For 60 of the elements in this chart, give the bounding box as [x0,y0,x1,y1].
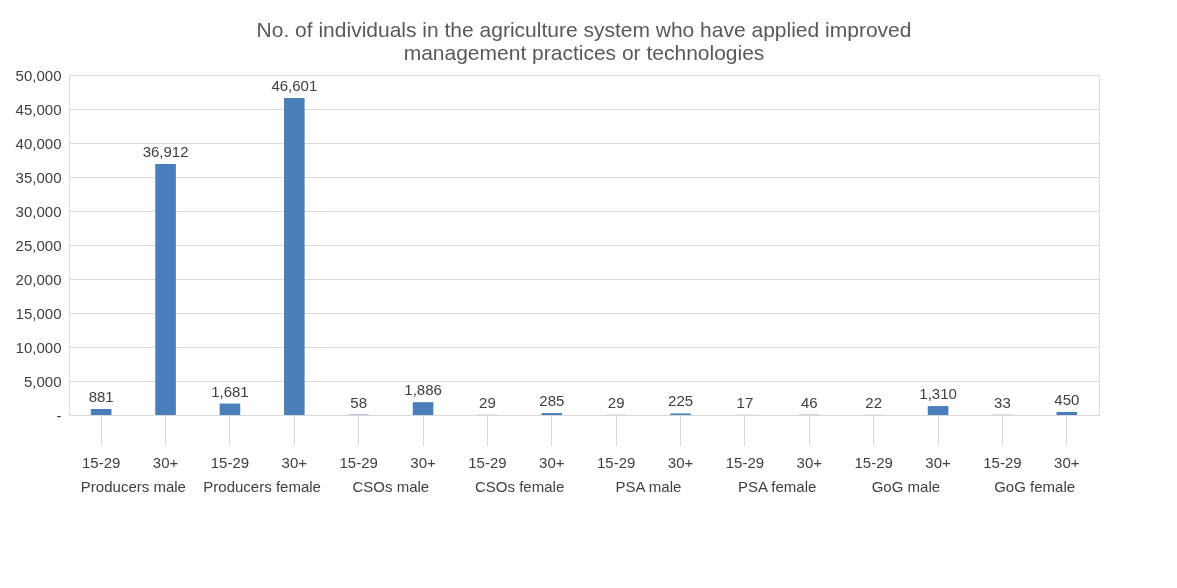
y-tick-label: 35,000 [15,168,62,186]
x-tick-label: 15-29 [983,453,1022,471]
data-label: 17 [736,393,754,411]
data-label: 29 [607,393,625,411]
y-tick-label: 25,000 [15,236,62,254]
data-label: 285 [539,392,565,410]
data-label: 1,886 [404,381,442,399]
x-tick-label: 15-29 [82,453,121,471]
data-label: 225 [668,392,694,410]
x-tick-label: 15-29 [597,453,636,471]
x-tick-label: 30+ [281,453,308,471]
x-tick-label: 30+ [667,453,694,471]
data-label: 1,310 [919,385,957,403]
text: No. of individuals in the agriculture system who have applied improved [256,18,912,41]
y-tick-label: 15,000 [15,304,62,322]
text: GoG female [994,478,1076,495]
data-label: 46,601 [271,77,318,95]
data-label: 881 [88,388,114,406]
bar [219,403,241,415]
x-tick-label: 30+ [925,453,952,471]
x-tick-label: 15-29 [468,453,507,471]
y-tick-label: 10,000 [15,338,62,356]
bar [90,409,112,415]
bar [284,98,305,415]
x-tick-label: 15-29 [725,453,765,471]
x-tick-label: 30+ [152,453,179,471]
y-tick-label: 5,000 [23,372,62,390]
data-label: 36,912 [142,143,189,160]
data-label: 1,681 [211,382,249,400]
text: PSA female [737,478,817,495]
data-label: 46 [800,393,818,411]
x-tick-label: 30+ [1054,453,1080,471]
y-tick-label: 20,000 [15,270,62,288]
bar [1056,411,1078,415]
data-label: 33 [994,393,1011,411]
x-tick-label: 15-29 [210,453,250,471]
x-tick-label: 15-29 [854,453,893,471]
text: CSOs male [352,478,430,495]
bar [412,402,434,415]
y-tick-label: - [56,406,62,424]
data-label: 22 [865,393,883,411]
y-tick-label: 30,000 [15,202,62,220]
x-tick-label: 30+ [410,453,437,471]
text: Producers female [203,478,321,495]
bar [155,164,176,415]
data-label: 58 [350,393,368,411]
text: PSA male [615,478,682,495]
data-label: 450 [1054,390,1080,408]
x-tick-label: 15-29 [339,453,378,471]
text: Producers male [80,478,186,495]
data-label: 29 [479,393,496,411]
x-tick-label: 30+ [539,453,565,471]
text: CSOs female [475,478,565,495]
x-tick-label: 30+ [796,453,823,471]
text: management practices or technologies [403,41,765,64]
text: GoG male [871,478,941,495]
bar [927,406,949,415]
y-tick-label: 50,000 [15,66,62,84]
y-tick-label: 40,000 [15,134,62,152]
y-tick-label: 45,000 [15,100,62,118]
